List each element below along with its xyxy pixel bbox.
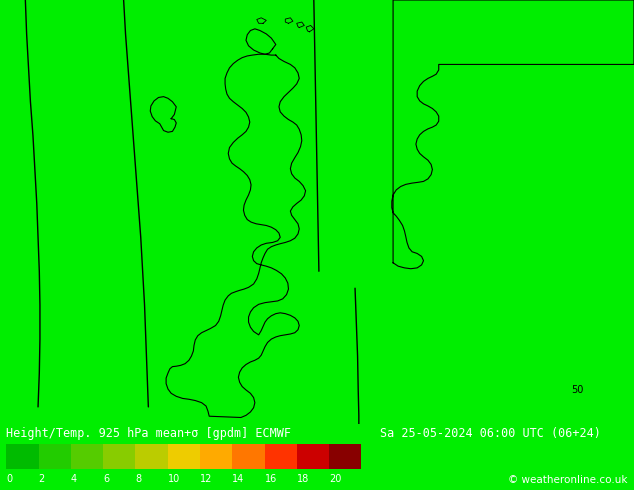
Polygon shape [392, 0, 634, 269]
Text: 12: 12 [200, 474, 212, 484]
Text: Sa 25-05-2024 06:00 UTC (06+24): Sa 25-05-2024 06:00 UTC (06+24) [380, 427, 601, 440]
Bar [264, 444, 297, 469]
Text: 16: 16 [264, 474, 277, 484]
Text: Height/Temp. 925 hPa mean+σ [gpdm] ECMWF: Height/Temp. 925 hPa mean+σ [gpdm] ECMWF [6, 427, 292, 440]
Bar [103, 444, 136, 469]
Text: 10: 10 [168, 474, 180, 484]
Text: 20: 20 [329, 474, 342, 484]
Bar [71, 444, 103, 469]
Text: 50: 50 [571, 385, 583, 395]
Bar [136, 444, 168, 469]
Bar [6, 444, 39, 469]
Text: 0: 0 [6, 474, 13, 484]
Bar [200, 444, 232, 469]
Text: © weatheronline.co.uk: © weatheronline.co.uk [508, 475, 628, 485]
Text: 8: 8 [136, 474, 141, 484]
Bar [232, 444, 264, 469]
Bar [39, 444, 71, 469]
Text: 4: 4 [71, 474, 77, 484]
Text: 14: 14 [232, 474, 245, 484]
Bar [297, 444, 329, 469]
Bar [329, 444, 361, 469]
Bar [168, 444, 200, 469]
Text: 2: 2 [39, 474, 45, 484]
Text: 6: 6 [103, 474, 109, 484]
Text: 18: 18 [297, 474, 309, 484]
